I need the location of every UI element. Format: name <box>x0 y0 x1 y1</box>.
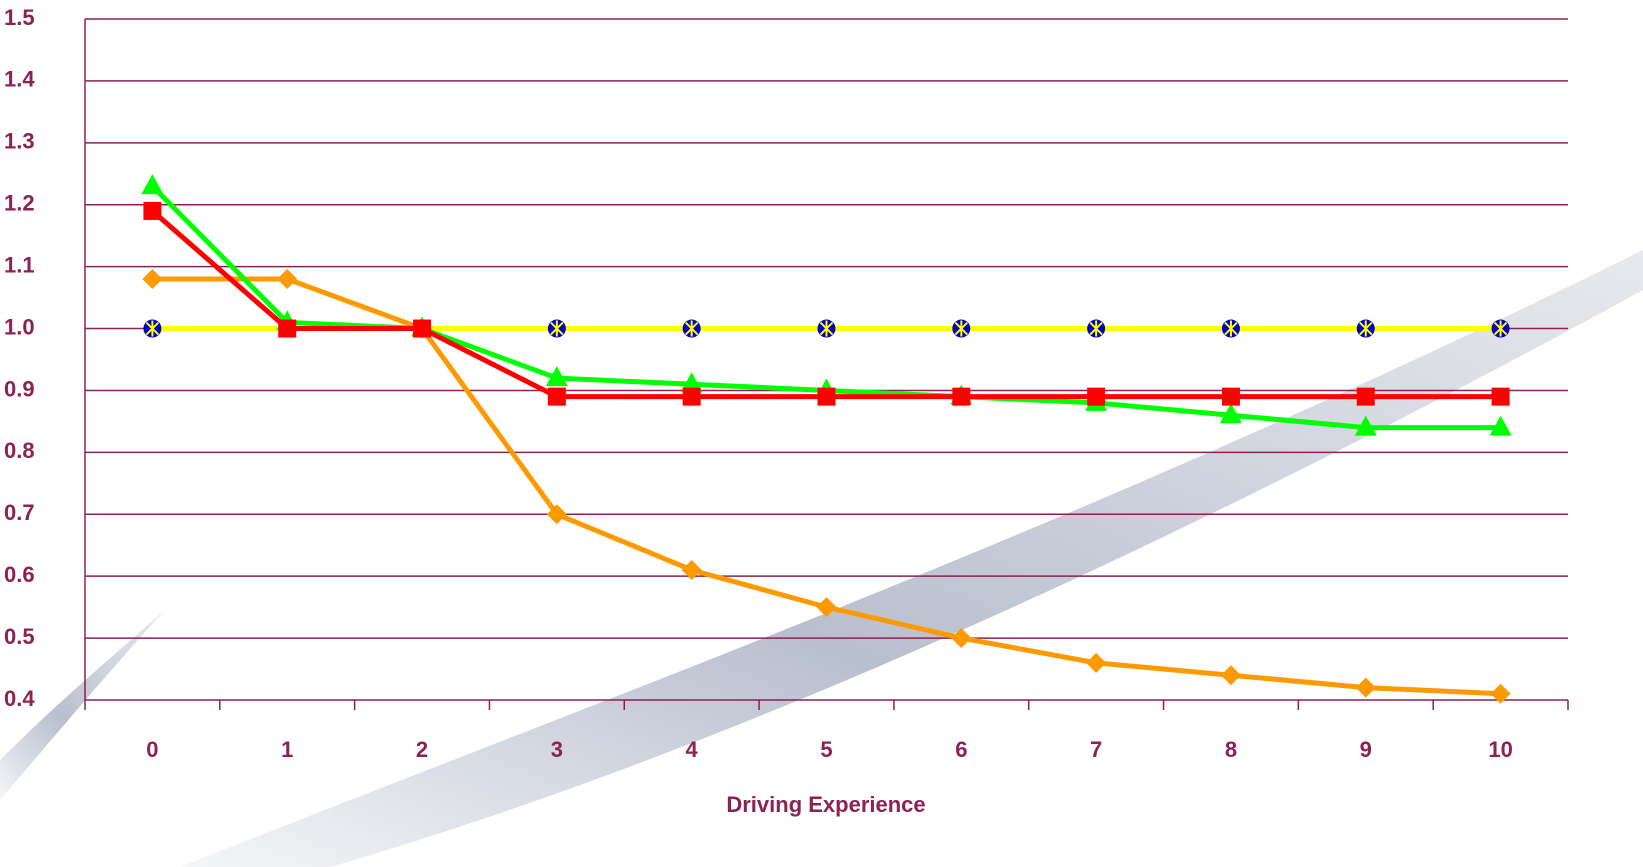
diamond <box>1220 665 1241 686</box>
marker <box>1220 665 1241 686</box>
marker <box>817 319 836 338</box>
marker <box>1354 415 1377 436</box>
y-tick-label: 0.5 <box>4 624 35 649</box>
marker <box>1355 677 1376 698</box>
marker <box>547 387 566 406</box>
marker <box>1356 387 1375 406</box>
background-swoosh <box>180 250 1643 867</box>
marker <box>1221 387 1240 406</box>
x-tick-label: 4 <box>686 737 699 762</box>
x-tick-label: 5 <box>820 737 832 762</box>
diamond <box>951 628 972 649</box>
marker <box>141 174 164 195</box>
marker <box>682 319 701 338</box>
square <box>278 319 297 338</box>
star <box>550 320 564 337</box>
y-tick-label: 1.4 <box>4 67 35 92</box>
x-tick-label: 6 <box>955 737 967 762</box>
x-tick-label: 2 <box>416 737 428 762</box>
x-tick-label: 9 <box>1360 737 1372 762</box>
square <box>547 387 566 406</box>
square <box>413 319 432 338</box>
marker <box>413 319 432 338</box>
marker <box>546 504 567 525</box>
marker <box>277 269 298 290</box>
diamond <box>546 504 567 525</box>
marker <box>816 597 837 618</box>
marker <box>142 269 163 290</box>
marker <box>817 387 836 406</box>
square <box>143 201 162 220</box>
square <box>952 387 971 406</box>
triangle <box>680 372 703 393</box>
marker <box>952 319 971 338</box>
marker <box>1489 415 1512 436</box>
marker <box>1087 387 1106 406</box>
square <box>1221 387 1240 406</box>
marker <box>682 387 701 406</box>
marker <box>680 372 703 393</box>
y-tick-label: 0.9 <box>4 376 35 401</box>
x-axis-label: Driving Experience <box>726 792 925 817</box>
y-tick-label: 1.5 <box>4 5 35 30</box>
marker <box>952 387 971 406</box>
diamond <box>1086 652 1107 673</box>
square <box>682 387 701 406</box>
x-tick-label: 1 <box>281 737 293 762</box>
x-tick-label: 3 <box>551 737 563 762</box>
y-tick-label: 1.0 <box>4 314 35 339</box>
star <box>954 320 969 337</box>
triangle <box>1489 415 1512 436</box>
y-tick-label: 0.8 <box>4 438 35 463</box>
star <box>1359 320 1373 337</box>
diamond <box>277 269 298 290</box>
diamond <box>142 269 163 290</box>
marker <box>1221 319 1240 338</box>
triangle <box>1354 415 1377 436</box>
square <box>1491 387 1510 406</box>
y-tick-label: 0.6 <box>4 562 35 587</box>
triangle <box>141 174 164 195</box>
marker <box>143 201 162 220</box>
diamond <box>1355 677 1376 698</box>
y-tick-label: 1.3 <box>4 129 35 154</box>
marker <box>1491 319 1510 338</box>
marker <box>545 366 568 387</box>
star <box>684 320 699 337</box>
marker <box>1490 683 1511 704</box>
y-tick-label: 1.2 <box>4 191 35 216</box>
x-tick-label: 7 <box>1090 737 1102 762</box>
y-tick-label: 0.7 <box>4 500 35 525</box>
x-tick-label: 10 <box>1488 737 1512 762</box>
star <box>819 320 834 337</box>
marker <box>1491 387 1510 406</box>
x-tick-label: 0 <box>146 737 158 762</box>
triangle <box>1219 403 1242 424</box>
marker <box>1219 403 1242 424</box>
diamond <box>681 559 702 580</box>
star <box>1493 320 1508 337</box>
marker <box>951 628 972 649</box>
marker <box>143 319 162 338</box>
y-tick-label: 1.1 <box>4 252 35 277</box>
triangle <box>545 366 568 387</box>
marker <box>1086 652 1107 673</box>
square <box>1087 387 1106 406</box>
star <box>1224 320 1238 337</box>
marker <box>547 319 566 338</box>
x-tick-label: 8 <box>1225 737 1237 762</box>
marker <box>681 559 702 580</box>
marker <box>1087 319 1106 338</box>
marker <box>1356 319 1375 338</box>
square <box>1356 387 1375 406</box>
marker <box>278 319 297 338</box>
star <box>145 320 160 337</box>
diamond <box>816 597 837 618</box>
diamond <box>1490 683 1511 704</box>
square <box>817 387 836 406</box>
star <box>1089 320 1103 337</box>
y-tick-label: 0.4 <box>4 686 35 711</box>
